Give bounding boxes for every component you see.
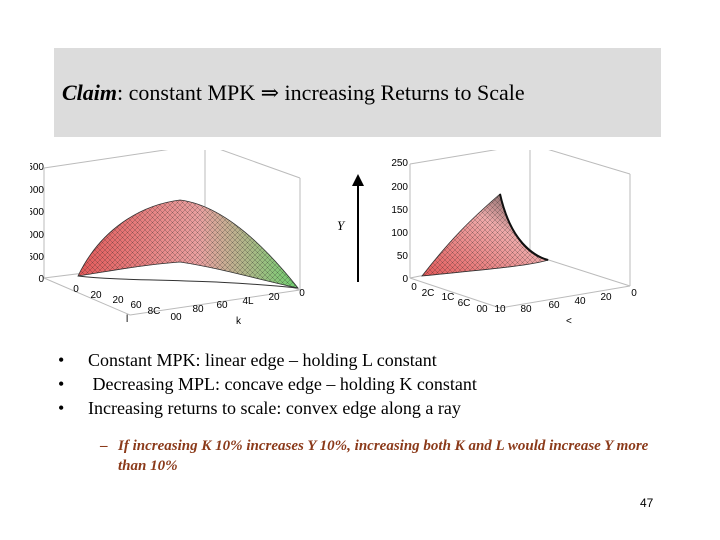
bullet-text: Decreasing MPL: concave edge – holding K… [88, 374, 477, 394]
right-l-tick: 10 [494, 304, 506, 315]
right-z-tick: 100 [391, 228, 408, 239]
right-l-tick: 00 [476, 304, 488, 315]
right-k-tick: 60 [548, 300, 560, 311]
right-z-tick: 250 [391, 158, 408, 169]
left-z-tick: 1500 [30, 207, 44, 218]
bullet-marker: • [58, 350, 65, 370]
left-l-tick: 8C [148, 306, 161, 317]
left-k-tick: 4L [242, 296, 254, 307]
sub-bullet: – If increasing K 10% increases Y 10%, i… [100, 436, 660, 476]
bullet-text: Constant MPK: linear edge – holding L co… [88, 350, 437, 370]
left-k-tick: 20 [268, 292, 280, 303]
bullet-item: • Increasing returns to scale: convex ed… [58, 396, 678, 420]
page-number: 47 [640, 496, 654, 510]
right-z-tick: 150 [391, 205, 408, 216]
left-l-tick: 0 [73, 284, 79, 295]
right-k-tick: 20 [600, 292, 612, 303]
slide-title: Claim: constant MPK ⇒ increasing Returns… [62, 80, 525, 106]
right-l-tick: 6C [458, 298, 471, 309]
title-banner [54, 48, 661, 137]
left-z-tick: 1000 [30, 230, 44, 241]
title-text: : constant MPK ⇒ increasing Returns to S… [117, 80, 525, 105]
right-k-tick: 40 [574, 296, 586, 307]
right-surface-plot: 250 200 150 100 50 0 0 2C 1C 6C 00 10 80… [391, 143, 637, 327]
right-z-tick: 50 [397, 251, 409, 262]
sub-bullet-text: If increasing K 10% increases Y 10%, inc… [118, 438, 649, 474]
left-k-tick: 0 [299, 288, 305, 299]
left-z-tick: 2500 [30, 162, 44, 173]
right-k-tick: 80 [520, 304, 532, 315]
right-k-label: < [566, 316, 572, 327]
right-z-tick: 200 [391, 182, 408, 193]
left-k-tick: 80 [192, 304, 204, 315]
right-l-tick: 2C [422, 288, 435, 299]
bullet-marker: • [58, 374, 65, 394]
left-l-tick: 20 [90, 290, 102, 301]
left-k-label: k [236, 316, 242, 327]
y-arrow: Y [337, 174, 364, 282]
left-l-label: l [126, 314, 128, 325]
right-k-tick: 0 [631, 288, 637, 299]
left-surface-plot: 2500 2000 1500 1000 500 0 0 20 20 60 8C … [22, 143, 305, 327]
bullet-list: • Constant MPK: linear edge – holding L … [58, 348, 678, 420]
sub-bullet-marker: – [100, 438, 108, 454]
plots-svg: 2500 2000 1500 1000 500 0 0 20 20 60 8C … [22, 143, 637, 327]
left-z-tick: 500 [30, 252, 44, 263]
bullet-item: • Constant MPK: linear edge – holding L … [58, 348, 678, 372]
y-arrow-label: Y [337, 218, 346, 233]
bullet-text: Increasing returns to scale: convex edge… [88, 398, 461, 418]
left-l-tick: 20 [112, 295, 124, 306]
surface-plots: 2500 2000 1500 1000 500 0 0 20 20 60 8C … [22, 143, 670, 340]
right-z-tick: 0 [402, 274, 408, 285]
left-z-tick: 2000 [30, 185, 44, 196]
left-l-tick: 00 [170, 312, 182, 323]
left-z-tick: 0 [38, 274, 44, 285]
left-k-tick: 60 [216, 300, 228, 311]
title-claim: Claim [62, 80, 118, 105]
bullet-item: • Decreasing MPL: concave edge – holding… [58, 372, 678, 396]
right-l-tick: 0 [411, 282, 417, 293]
left-l-tick: 60 [130, 300, 142, 311]
bullet-marker: • [58, 398, 65, 418]
right-l-tick: 1C [442, 292, 455, 303]
